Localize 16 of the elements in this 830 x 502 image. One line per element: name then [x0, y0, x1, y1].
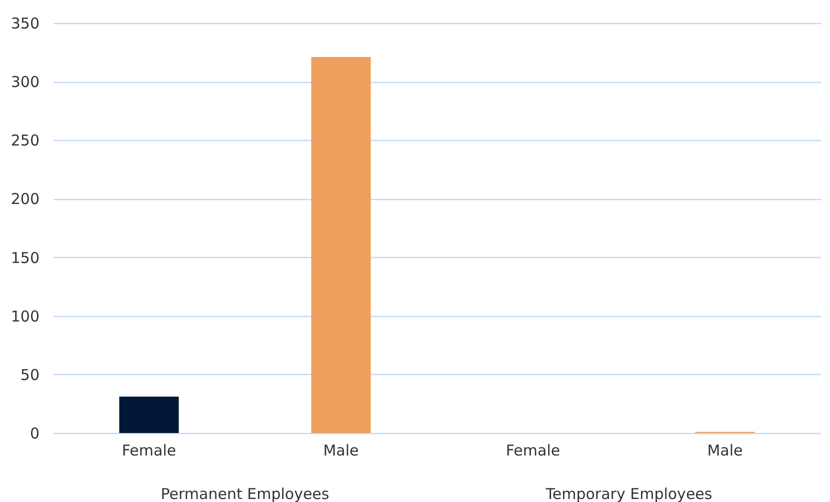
y-tick-label: 300	[10, 73, 40, 92]
x-tick-label: Female	[506, 442, 560, 460]
y-tick-label: 0	[30, 424, 40, 442]
y-tick-label: 200	[10, 190, 40, 208]
y-tick-label: 150	[10, 248, 40, 267]
y-tick-label: 350	[10, 14, 40, 32]
bar	[119, 396, 179, 433]
y-tick-label: 50	[20, 366, 40, 384]
x-tick-label: Male	[707, 442, 743, 460]
y-tick-label: 250	[10, 132, 40, 150]
text: Permanent Employees	[160, 485, 330, 502]
y-tick-label: 100	[10, 307, 40, 326]
text: Temporary Employees	[544, 485, 712, 502]
x-tick-label: Female	[122, 442, 176, 460]
bar	[311, 56, 371, 433]
x-tick-label: Male	[323, 442, 359, 460]
